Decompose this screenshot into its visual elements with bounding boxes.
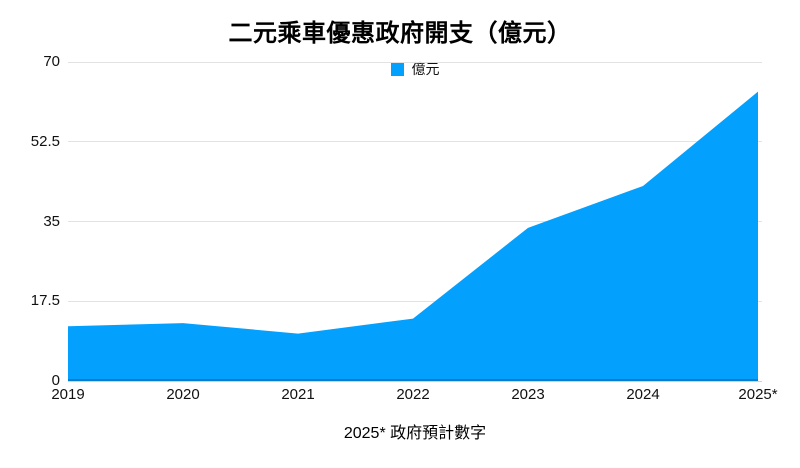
y-axis-tick-label: 70	[43, 53, 60, 70]
gridline	[68, 221, 762, 222]
legend-swatch-icon	[390, 63, 404, 76]
x-axis-tick-label: 2021	[281, 386, 315, 403]
chart-title: 二元乘車優惠政府開支（億元）	[228, 20, 572, 47]
y-axis-tick-label: 52.5	[30, 132, 60, 150]
chart-footnote: 2025* 政府預計數字	[343, 425, 487, 442]
x-axis-tick-label: 2024	[626, 386, 660, 403]
x-axis-tick-label: 2023	[511, 386, 545, 403]
x-axis-tick-label: 2019	[51, 386, 85, 403]
gridline	[68, 141, 762, 143]
chart-legend: 億元	[68, 61, 762, 77]
legend-label: 億元	[411, 61, 440, 77]
y-axis-tick-label: 17.5	[30, 292, 60, 310]
x-axis-tick-label: 2025*	[738, 386, 778, 403]
y-axis-tick-label: 0	[51, 372, 60, 389]
gridline	[68, 300, 762, 302]
area-series	[68, 91, 758, 381]
gridline	[68, 61, 762, 63]
y-axis-tick-label: 35	[43, 212, 60, 230]
x-axis-tick-label: 2020	[166, 386, 200, 403]
x-axis-tick-label: 2022	[396, 386, 430, 403]
